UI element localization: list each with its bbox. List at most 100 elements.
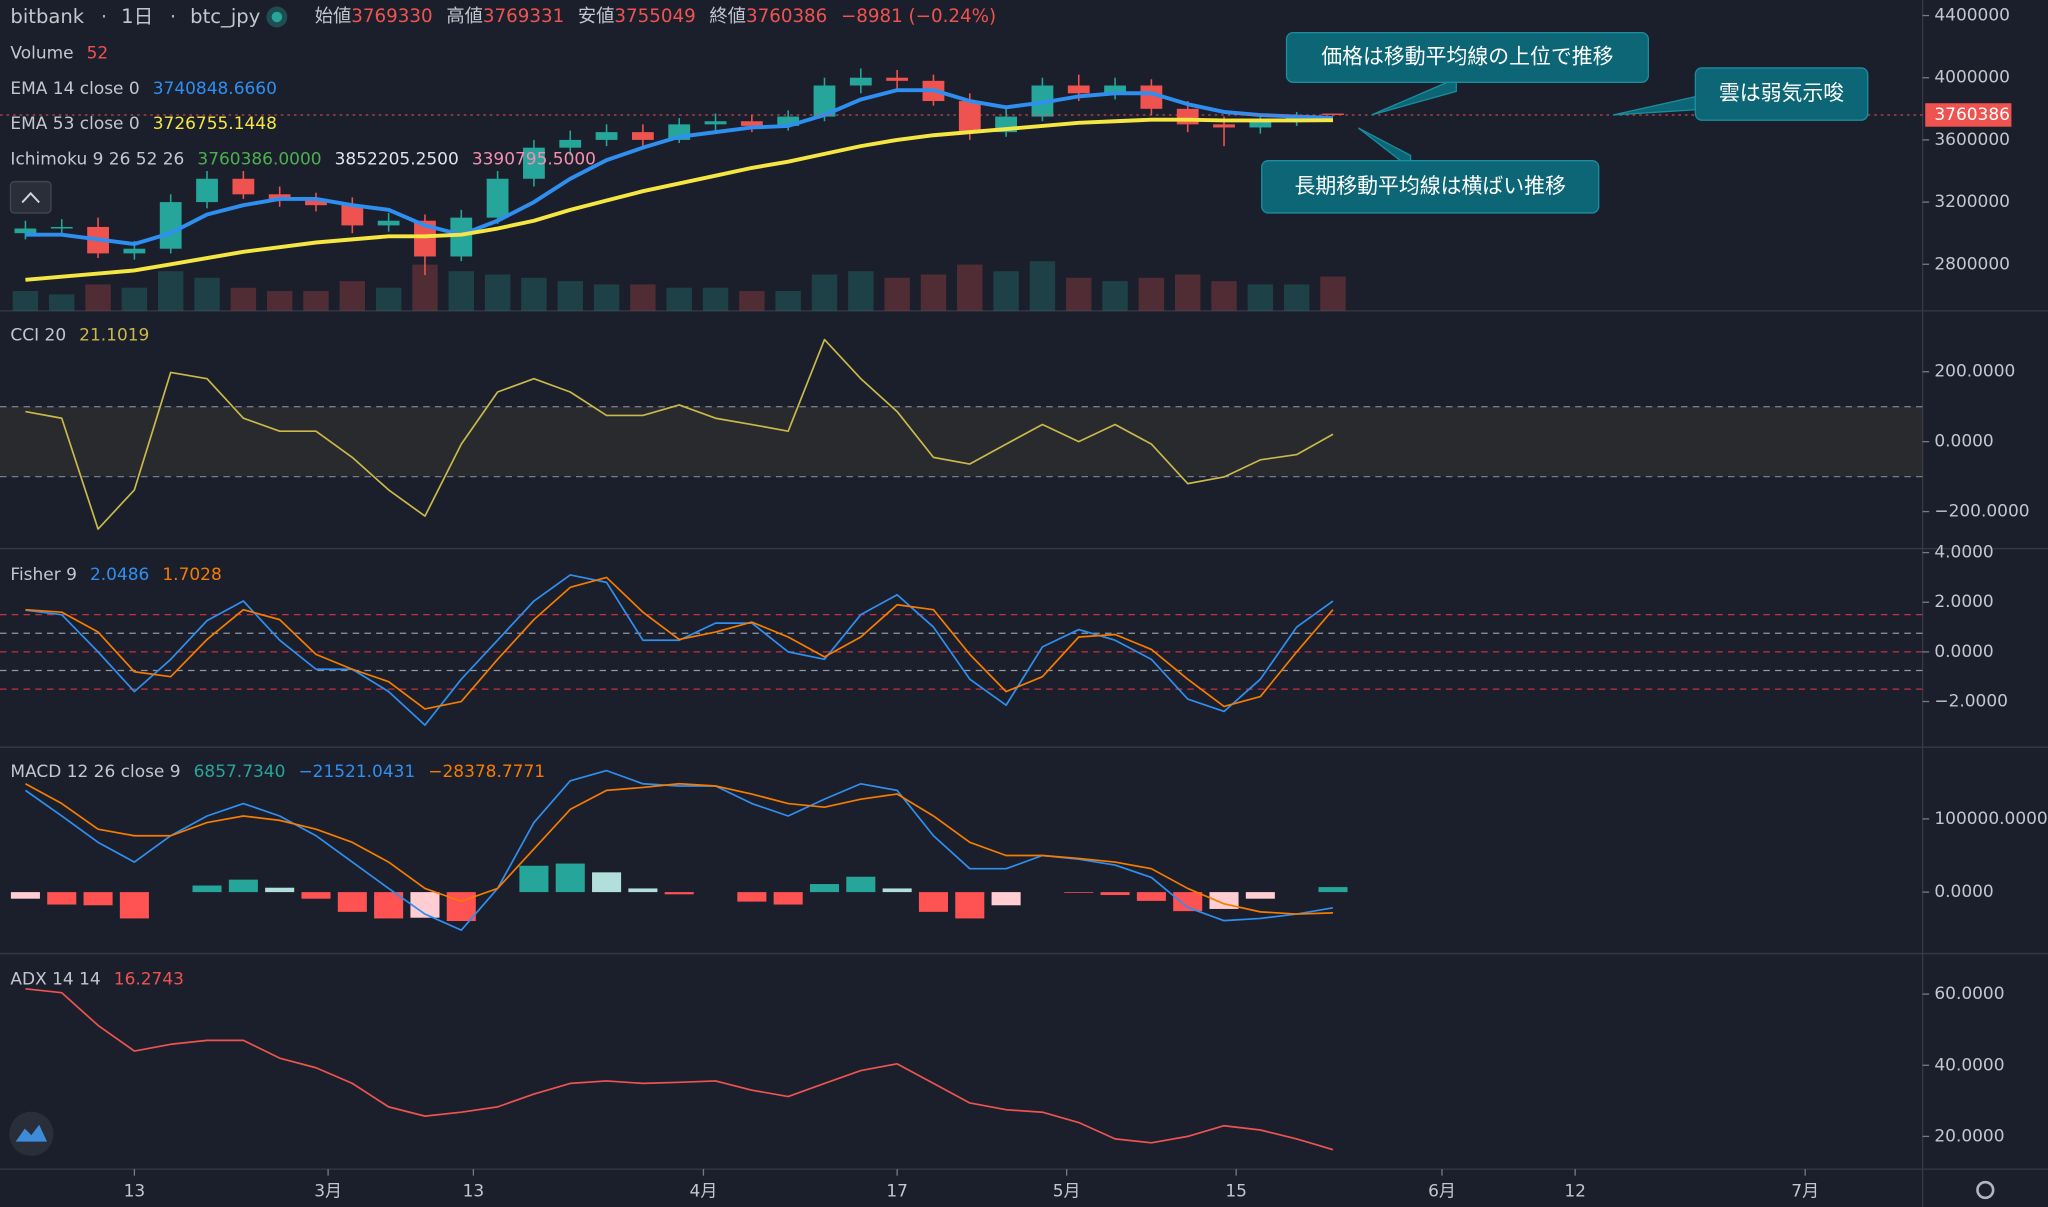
legend-value: −28378.7771 [428,762,545,782]
candle-body [159,202,182,249]
y-tick-label: 0.0000 [1934,432,1993,452]
annotation-text: 雲は弱気示唆 [1719,81,1844,105]
legend-value: 6857.7340 [194,762,286,782]
exchange: bitbank [10,4,84,27]
x-tick-label: 17 [886,1181,908,1201]
x-tick-label: 15 [1225,1181,1247,1201]
volume-bar [375,287,402,311]
legend-value: 3740848.6660 [153,79,277,99]
volume-bar [957,264,983,311]
legend-value: 1.7028 [162,565,221,585]
ohlc-value: 3755049 [614,6,695,27]
legend-value: 2.0486 [90,565,149,585]
volume-bar [557,281,583,311]
volume-bar [593,284,620,311]
series-line [25,338,1334,530]
volume-bar [521,277,547,311]
last-price-box [1925,103,2012,127]
histogram-bar [374,892,404,919]
candle-body [377,220,400,226]
histogram-bar [1100,892,1130,896]
collapse-button[interactable] [9,180,52,214]
y-tick-label: 4.0000 [1934,543,1993,563]
histogram-bar [119,892,149,919]
candle-body [595,132,618,140]
legend-name: MACD 12 26 close 9 [10,762,180,782]
histogram-bar [737,892,767,902]
settings-icon[interactable] [1976,1180,1995,1200]
histogram-bar [1064,892,1094,893]
volume-bar [484,274,511,311]
volume-bar [157,271,184,311]
last-price-label: 3760386 [1934,105,2010,125]
candle-body [14,228,37,234]
legend-value: 3852205.2500 [335,149,459,169]
histogram-bar [846,876,876,893]
y-tick-label: 100000.0000 [1934,809,2047,829]
candle-body [196,178,218,203]
y-tick-label: 40.0000 [1934,1055,2004,1075]
histogram-bar [773,892,803,905]
histogram-bar [882,888,912,893]
sep: · [101,4,107,27]
histogram-bar [991,892,1021,906]
legend-value: 3390795.5000 [472,149,596,169]
ohlc-label: 安値 [578,6,615,27]
legend-value: 52 [87,44,109,64]
candle-body [886,77,909,81]
histogram-bar [228,879,258,893]
volume-bar [49,294,75,311]
volume-bar [1066,277,1092,311]
candle-body [1213,124,1235,128]
volume-bar [230,287,257,311]
ohlc-label: 高値 [446,6,483,27]
pane [0,338,1923,530]
sep: · [170,4,176,27]
histogram-bar [446,892,476,922]
y-tick-label: 3600000 [1934,130,2010,150]
histogram-bar [1173,892,1203,912]
x-tick-label: 5月 [1053,1181,1081,1201]
y-tick-label: 60.0000 [1934,984,2004,1004]
volume-bar [448,271,474,311]
volume-bar [993,271,1019,311]
y-tick-label: 3200000 [1934,192,2010,212]
volume-bar [1247,284,1274,311]
candle-body [414,220,436,257]
y-tick-label: 0.0000 [1934,642,1993,662]
candle-body [305,200,327,206]
annotation-text: 価格は移動平均線の上位で推移 [1321,44,1613,68]
legend-ichimoku: Ichimoku 9 26 52 26 3760386.0000 3852205.2… [10,149,596,169]
candle-body [450,217,473,257]
series-line [25,576,1334,710]
histogram-bar [519,865,549,893]
series-line [24,769,1334,932]
legend-ema53: EMA 53 close 0 3726755.1448 [10,114,276,134]
legend-macd: MACD 12 26 close 9 6857.7340 −21521.0431 −2… [10,762,545,782]
series-line [25,987,1334,1151]
legend-value: 3760386.0000 [197,149,321,169]
pane [0,574,1923,726]
y-tick-label: 2800000 [1934,254,2010,274]
candle-body [341,205,364,226]
volume-bar [1211,281,1237,311]
x-tick-label: 13 [463,1181,485,1201]
y-tick-label: 0.0000 [1934,882,1993,902]
logo[interactable] [9,1111,54,1157]
ohlc: 始値3769330 高値3769331 安値3755049 終値3760386 … [315,6,996,27]
volume-bar [303,291,329,311]
volume-bar [811,274,838,311]
histogram-bar [337,892,367,912]
x-tick-label: 13 [124,1181,146,1201]
legend-cci: CCI 20 21.1019 [10,326,149,346]
volume-bar [339,281,366,311]
y-tick-label: 2.0000 [1934,592,1993,612]
volume-bar [702,287,729,311]
volume-bar [194,277,220,311]
volume-bar [1320,276,1346,311]
x-tick-label: 6月 [1428,1181,1456,1201]
candle-body [1322,113,1344,115]
